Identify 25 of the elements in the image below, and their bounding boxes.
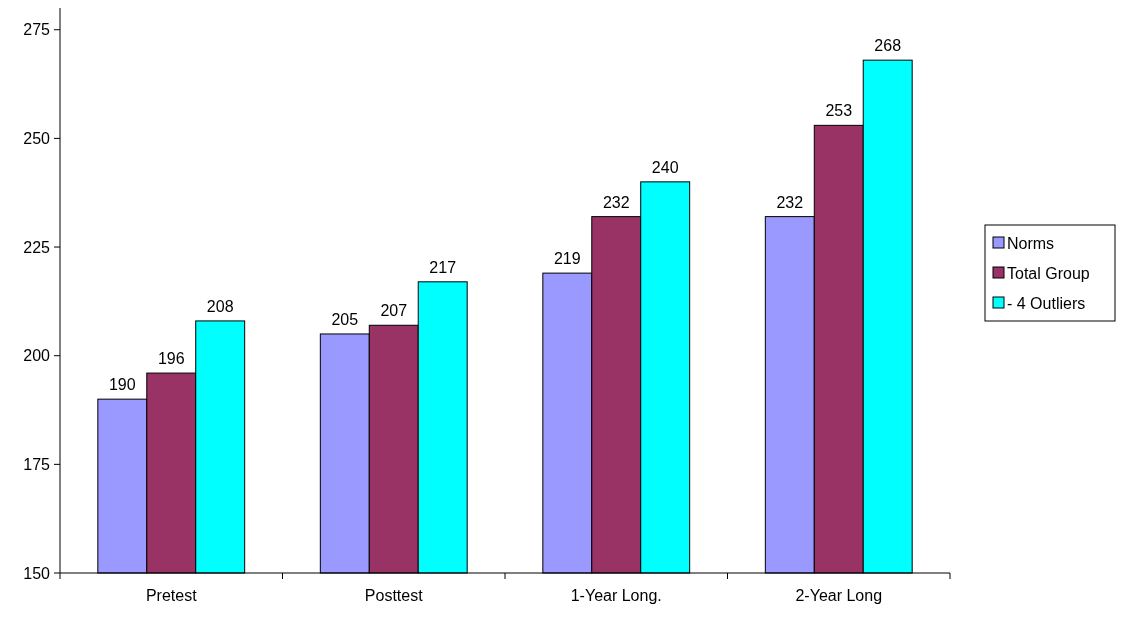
x-tick-label: Pretest [145, 587, 198, 604]
x-tick-label: 2-Year Long [795, 587, 883, 604]
data-label: 232 [602, 193, 630, 211]
data-label: 205 [331, 310, 359, 328]
data-label: 232 [776, 193, 804, 211]
data-label: 208 [206, 297, 234, 315]
x-tick-label: Posttest [364, 587, 424, 604]
x-tick-label: 1-Year Long. [570, 587, 662, 604]
data-label: 196 [157, 350, 185, 368]
data-label: 190 [108, 376, 136, 394]
y-tick-label: 250 [23, 129, 51, 147]
data-label: 240 [651, 158, 679, 176]
data-label: 217 [429, 258, 457, 276]
legend-label: Norms [1007, 234, 1055, 252]
legend-label: Total Group [1007, 264, 1090, 282]
y-tick-label: 150 [23, 564, 51, 582]
y-tick-label: 200 [23, 347, 51, 365]
y-tick-label: 275 [23, 21, 51, 39]
legend-label: - 4 Outliers [1007, 294, 1086, 312]
y-tick-label: 175 [23, 455, 51, 473]
data-label: 253 [825, 102, 853, 120]
y-tick-label: 225 [23, 238, 51, 256]
data-label: 268 [874, 37, 902, 55]
data-label: 207 [380, 302, 408, 320]
data-label: 219 [553, 250, 581, 268]
